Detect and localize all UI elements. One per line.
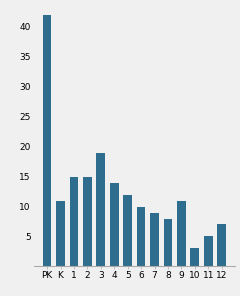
Bar — [43, 15, 52, 266]
Bar — [164, 218, 172, 266]
Bar — [204, 237, 213, 266]
Bar — [217, 224, 226, 266]
Bar — [137, 207, 145, 266]
Bar — [123, 194, 132, 266]
Bar — [110, 183, 119, 266]
Bar — [96, 153, 105, 266]
Bar — [191, 248, 199, 266]
Bar — [56, 201, 65, 266]
Bar — [70, 177, 78, 266]
Bar — [150, 213, 159, 266]
Bar — [177, 201, 186, 266]
Bar — [83, 177, 92, 266]
